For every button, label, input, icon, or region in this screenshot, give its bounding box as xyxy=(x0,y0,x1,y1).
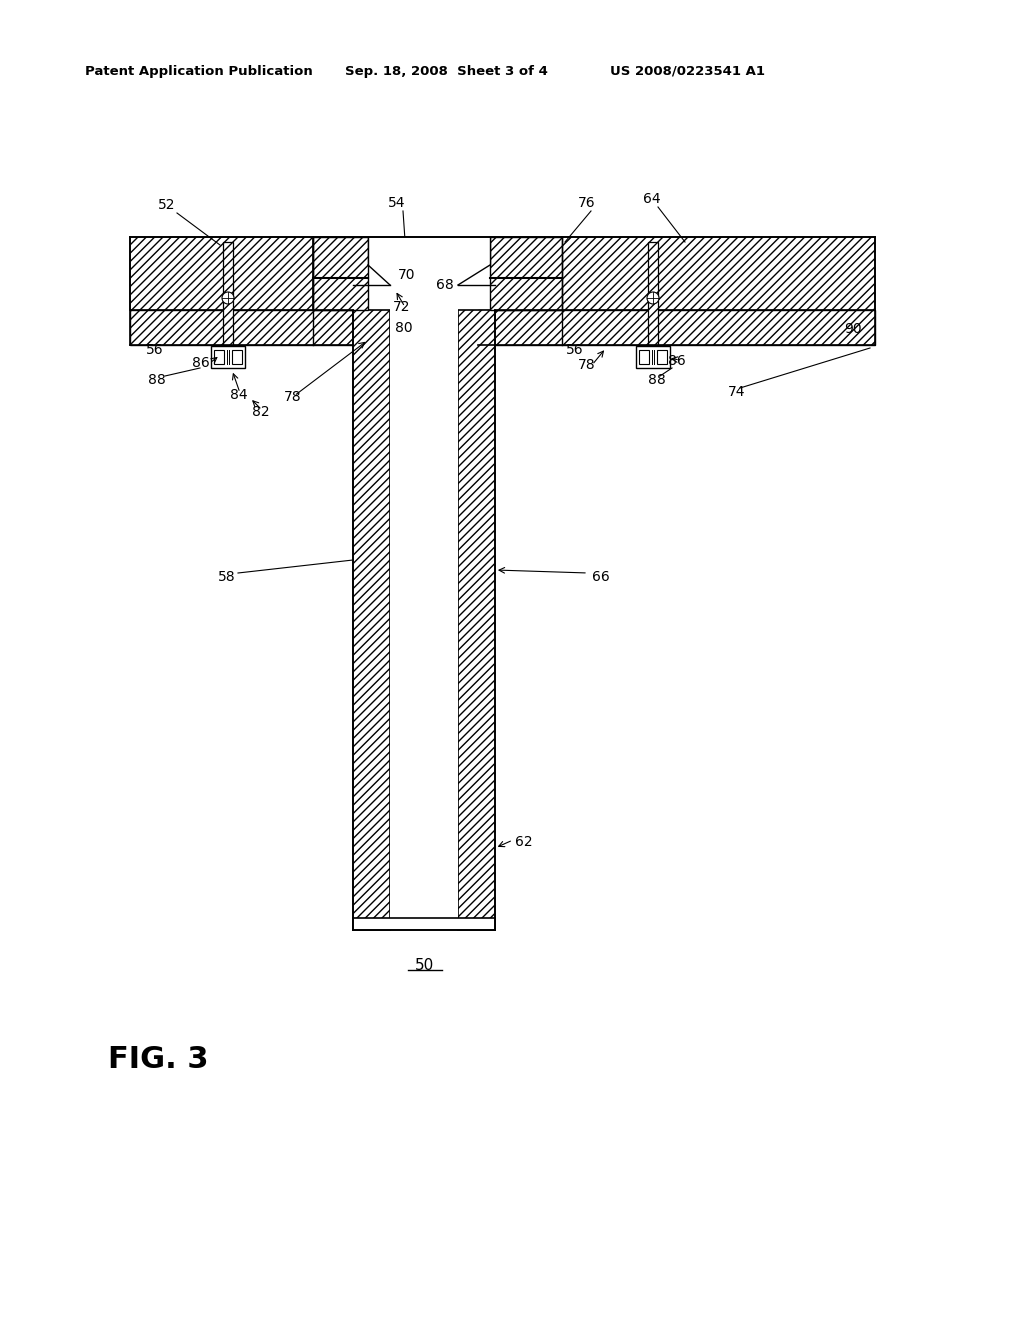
Text: 88: 88 xyxy=(648,374,666,387)
Bar xyxy=(490,238,562,310)
Text: US 2008/0223541 A1: US 2008/0223541 A1 xyxy=(610,65,765,78)
Circle shape xyxy=(647,292,659,304)
Text: Sep. 18, 2008  Sheet 3 of 4: Sep. 18, 2008 Sheet 3 of 4 xyxy=(345,65,548,78)
Bar xyxy=(214,350,224,364)
Bar xyxy=(130,310,370,345)
Text: 56: 56 xyxy=(146,343,164,356)
Text: 70: 70 xyxy=(398,268,416,282)
Bar xyxy=(458,310,495,931)
Text: 80: 80 xyxy=(395,321,413,335)
Bar xyxy=(353,917,495,931)
Text: 50: 50 xyxy=(415,958,433,973)
Bar xyxy=(232,350,242,364)
Text: 78: 78 xyxy=(284,389,302,404)
Bar xyxy=(648,242,658,345)
Text: 64: 64 xyxy=(643,191,660,206)
Bar xyxy=(639,350,649,364)
Text: 78: 78 xyxy=(578,358,596,372)
Bar xyxy=(562,238,874,310)
Text: 62: 62 xyxy=(515,836,532,849)
Text: 74: 74 xyxy=(728,385,745,399)
Text: 52: 52 xyxy=(158,198,175,213)
Text: 54: 54 xyxy=(388,195,406,210)
Bar xyxy=(390,310,458,931)
Bar xyxy=(353,310,390,931)
Bar xyxy=(211,346,245,368)
Text: FIG. 3: FIG. 3 xyxy=(108,1045,209,1074)
Text: 66: 66 xyxy=(592,570,609,583)
Text: 68: 68 xyxy=(436,279,454,292)
Text: 76: 76 xyxy=(578,195,596,210)
Bar xyxy=(478,310,874,345)
Bar xyxy=(636,346,670,368)
Bar xyxy=(223,242,233,345)
Bar xyxy=(657,350,667,364)
Bar xyxy=(313,238,368,310)
Text: Patent Application Publication: Patent Application Publication xyxy=(85,65,312,78)
Text: 88: 88 xyxy=(148,374,166,387)
Bar xyxy=(130,238,313,310)
Text: 56: 56 xyxy=(566,343,584,356)
Text: 90: 90 xyxy=(844,322,861,337)
Polygon shape xyxy=(368,238,490,310)
Circle shape xyxy=(222,292,234,304)
Text: 84: 84 xyxy=(230,388,248,403)
Text: 72: 72 xyxy=(393,300,411,314)
Text: 58: 58 xyxy=(218,570,236,583)
Text: 82: 82 xyxy=(252,405,269,418)
Text: 86: 86 xyxy=(193,356,210,370)
Text: 86: 86 xyxy=(668,354,686,368)
